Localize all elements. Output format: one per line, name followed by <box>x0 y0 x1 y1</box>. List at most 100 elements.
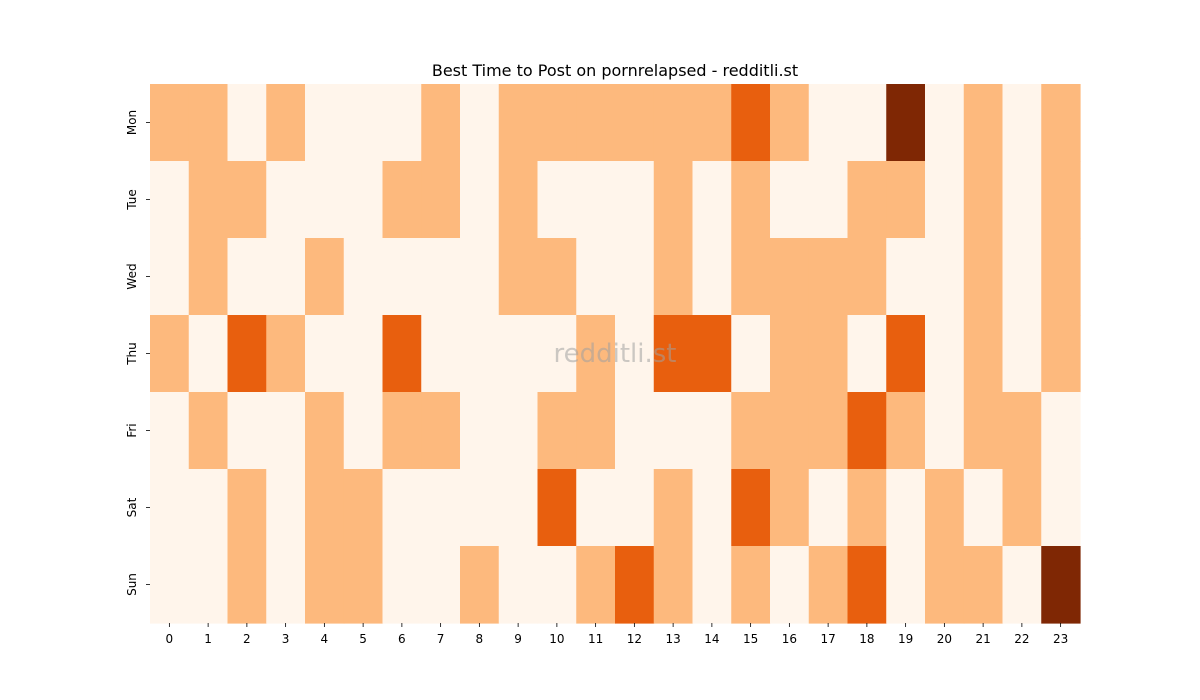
x-tick-label: 12 <box>627 632 642 646</box>
heatmap-cell <box>188 315 229 393</box>
x-tick-label: 10 <box>549 632 564 646</box>
heatmap-cell <box>770 238 810 316</box>
heatmap-cell <box>886 469 926 547</box>
heatmap-cell <box>421 161 461 239</box>
heatmap-cell <box>692 392 732 470</box>
heatmap-cell <box>460 238 500 316</box>
heatmap-cell <box>227 315 267 393</box>
heatmap-cell <box>576 161 616 239</box>
heatmap-cell <box>266 469 306 547</box>
heatmap-cell <box>537 392 577 470</box>
heatmap-cell <box>150 469 190 547</box>
heatmap-cell <box>460 392 500 470</box>
heatmap-cell <box>653 546 694 624</box>
heatmap-cell <box>653 392 694 470</box>
heatmap-cell <box>343 469 384 547</box>
heatmap-cell <box>266 161 306 239</box>
heatmap-cell <box>886 161 926 239</box>
y-tick-label: Thu <box>125 342 139 366</box>
heatmap-cell <box>305 238 345 316</box>
heatmap-cell <box>770 315 810 393</box>
heatmap-cell <box>460 84 500 162</box>
heatmap-cell <box>1002 392 1042 470</box>
heatmap-cell <box>925 238 965 316</box>
heatmap-cell <box>731 469 771 547</box>
x-tick-label: 17 <box>820 632 835 646</box>
heatmap-cell <box>498 392 539 470</box>
heatmap-cell <box>1002 238 1042 316</box>
heatmap-cell <box>188 546 229 624</box>
heatmap-cell <box>460 315 500 393</box>
heatmap-cell <box>615 546 655 624</box>
heatmap-cell <box>266 238 306 316</box>
x-tick-label: 5 <box>359 632 367 646</box>
heatmap-cell <box>963 315 1004 393</box>
heatmap-cell <box>227 546 267 624</box>
heatmap-cell <box>421 84 461 162</box>
heatmap-cell <box>692 315 732 393</box>
heatmap-cell <box>731 238 771 316</box>
x-tick-label: 18 <box>859 632 874 646</box>
heatmap-cell <box>653 469 694 547</box>
y-tick-label: Sun <box>125 573 139 596</box>
heatmap-cell <box>343 238 384 316</box>
heatmap-cell <box>498 469 539 547</box>
heatmap-cell <box>692 546 732 624</box>
heatmap-cell <box>1041 161 1081 239</box>
heatmap-cell <box>305 84 345 162</box>
heatmap-cell <box>731 392 771 470</box>
heatmap-cell <box>266 546 306 624</box>
heatmap-cell <box>615 315 655 393</box>
heatmap-cell <box>576 315 616 393</box>
heatmap-cell <box>808 161 849 239</box>
heatmap-cell <box>847 84 887 162</box>
x-tick-label: 8 <box>476 632 484 646</box>
heatmap-cell <box>1041 469 1081 547</box>
heatmap-cell <box>615 84 655 162</box>
heatmap-cell <box>653 315 694 393</box>
heatmap-cell <box>576 469 616 547</box>
x-tick-label: 1 <box>204 632 212 646</box>
heatmap-cell <box>847 546 887 624</box>
y-tick-label: Fri <box>125 423 139 437</box>
heatmap-cell <box>653 84 694 162</box>
heatmap-cell <box>227 84 267 162</box>
heatmap-cell <box>886 546 926 624</box>
heatmap-cell <box>1002 469 1042 547</box>
heatmap-cell <box>808 392 849 470</box>
heatmap-cell <box>343 392 384 470</box>
x-tick-label: 23 <box>1053 632 1068 646</box>
y-tick-label: Mon <box>125 110 139 135</box>
x-tick-label: 0 <box>166 632 174 646</box>
heatmap-cell <box>305 315 345 393</box>
heatmap-cell <box>421 546 461 624</box>
heatmap-cell <box>847 238 887 316</box>
heatmap-cell <box>615 238 655 316</box>
heatmap-cell <box>343 546 384 624</box>
heatmap-cell <box>305 161 345 239</box>
heatmap-cell <box>963 546 1004 624</box>
heatmap-cell <box>1002 315 1042 393</box>
heatmap-cell <box>1041 315 1081 393</box>
heatmap-cell <box>150 161 190 239</box>
heatmap-cell <box>963 84 1004 162</box>
heatmap-cell <box>537 84 577 162</box>
heatmap-cell <box>731 315 771 393</box>
heatmap-cell <box>150 546 190 624</box>
heatmap-cell <box>770 392 810 470</box>
x-tick-label: 14 <box>704 632 719 646</box>
y-tick-label: Tue <box>125 189 139 211</box>
heatmap-cell <box>731 84 771 162</box>
heatmap-cell <box>305 546 345 624</box>
heatmap-cell <box>460 161 500 239</box>
heatmap-cell <box>615 161 655 239</box>
heatmap-cell <box>731 546 771 624</box>
heatmap-cell <box>460 469 500 547</box>
heatmap-cell <box>925 315 965 393</box>
heatmap-cell <box>692 161 732 239</box>
heatmap-cell <box>808 84 849 162</box>
x-tick-label: 21 <box>975 632 990 646</box>
heatmap-cell <box>653 238 694 316</box>
heatmap-cell <box>653 161 694 239</box>
